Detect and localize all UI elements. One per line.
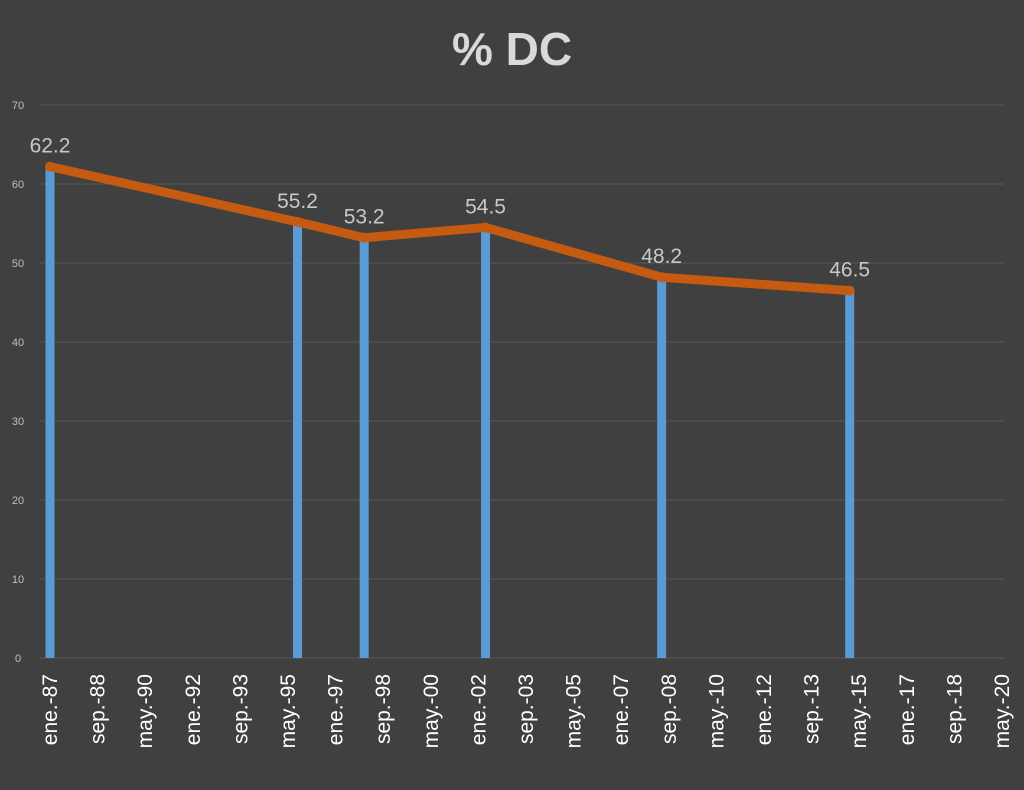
- x-tick-label: sep.-13: [801, 674, 824, 744]
- x-tick-label: may.-95: [277, 674, 300, 748]
- y-axis-ticks: 0 10 20 30 40 50 60 70: [12, 100, 24, 665]
- data-label: 55.2: [277, 190, 318, 213]
- y-tick-label: 40: [12, 337, 24, 349]
- data-labels: 62.2 55.2 53.2 54.5 48.2 46.5: [30, 135, 871, 282]
- bar: [45, 166, 55, 658]
- x-tick-label: sep.-93: [229, 674, 252, 744]
- bar: [359, 237, 369, 658]
- chart-title: % DC: [451, 23, 573, 75]
- x-tick-label: ene.-12: [753, 674, 776, 745]
- x-tick-label: ene.-97: [325, 674, 348, 745]
- line-point: [45, 161, 55, 172]
- data-label: 48.2: [641, 245, 682, 268]
- x-tick-label: ene.-07: [610, 674, 633, 745]
- y-tick-label: 50: [12, 258, 24, 270]
- x-tick-label: may.-20: [991, 674, 1014, 748]
- x-tick-label: may.-00: [420, 674, 443, 748]
- y-tick-label: 20: [12, 495, 24, 507]
- bar: [293, 221, 303, 659]
- data-label: 54.5: [465, 195, 506, 218]
- x-axis-ticks: ene.-87 sep.-88 may.-90 ene.-92 sep.-93 may.-…: [39, 674, 1014, 748]
- gridlines: [40, 104, 1004, 659]
- line-point: [359, 232, 370, 243]
- x-tick-label: may.-90: [134, 674, 157, 748]
- y-tick-label: 70: [12, 100, 24, 112]
- x-tick-label: sep.-88: [87, 674, 110, 744]
- y-tick-label: 60: [12, 179, 24, 191]
- x-tick-label: may.-05: [563, 674, 586, 748]
- x-tick-label: sep.-18: [943, 674, 966, 744]
- x-tick-label: ene.-87: [39, 674, 62, 745]
- x-tick-label: sep.-98: [372, 674, 395, 744]
- x-tick-label: may.-10: [705, 674, 728, 748]
- x-tick-label: sep.-03: [515, 674, 538, 744]
- data-label: 53.2: [344, 206, 385, 229]
- line-point: [480, 222, 491, 233]
- y-tick-label: 10: [12, 574, 24, 586]
- bar: [481, 227, 491, 658]
- bar: [657, 277, 667, 658]
- data-label: 46.5: [829, 259, 870, 282]
- x-tick-label: sep.-08: [658, 674, 681, 744]
- data-label: 62.2: [30, 135, 71, 158]
- x-tick-label: ene.-92: [182, 674, 205, 745]
- x-tick-label: ene.-17: [896, 674, 919, 745]
- series-line: [45, 162, 855, 296]
- line-point: [292, 216, 303, 227]
- bar-series: [45, 166, 855, 659]
- line-point: [656, 272, 667, 283]
- bar: [845, 290, 855, 658]
- line-point: [844, 285, 855, 296]
- y-tick-label: 0: [15, 653, 21, 665]
- x-tick-label: ene.-02: [467, 674, 490, 745]
- x-tick-label: may.-15: [848, 674, 871, 748]
- y-tick-label: 30: [12, 416, 24, 428]
- line-series: [45, 161, 855, 296]
